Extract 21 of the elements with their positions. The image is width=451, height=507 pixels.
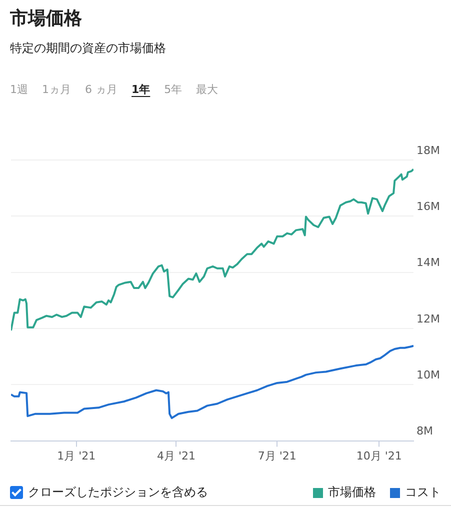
text: 1年 (132, 82, 150, 97)
legend-label: 市場価格 (327, 484, 376, 501)
text: クローズしたポジションを含める (28, 484, 208, 501)
text: 1ヵ月 (42, 82, 71, 97)
y-tick-label: 12M (416, 312, 440, 326)
text: 最大 (196, 82, 218, 97)
legend-label: コスト (404, 484, 441, 501)
text: 6 ヵ月 (85, 82, 118, 97)
y-tick-label: 8M (416, 424, 434, 438)
y-tick-label: 18M (416, 144, 440, 157)
chart-subtitle: 特定の期間の資産の市場価格 (10, 40, 166, 57)
y-tick-label: 16M (416, 200, 440, 214)
x-tick-label: 4月 '21 (156, 449, 196, 462)
x-tick-label: 10月 '21 (356, 449, 402, 462)
text: 1週 (10, 82, 28, 97)
x-tick-label: 1月 '21 (57, 449, 96, 462)
y-tick-label: 14M (416, 256, 440, 270)
x-tick-label: 7月 '21 (258, 449, 296, 462)
text: 5年 (164, 82, 182, 97)
y-tick-label: 10M (416, 368, 440, 382)
chart-title: 市場価格 (10, 7, 82, 30)
